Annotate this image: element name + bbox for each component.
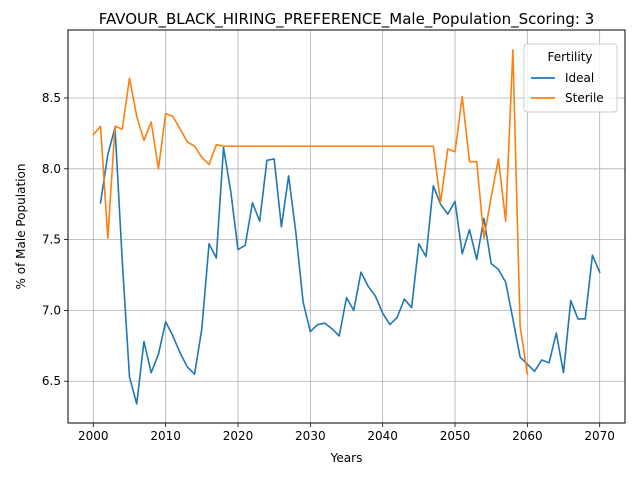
- series-line-ideal: [99, 126, 601, 405]
- legend-label-sterile: Sterile: [565, 91, 604, 105]
- y-tick-label-8.5: 8.5: [42, 91, 61, 105]
- y-tick-label-7: 7.0: [42, 303, 61, 317]
- legend-title: Fertility: [547, 50, 592, 64]
- x-tick-label-2000: 2000: [78, 429, 109, 443]
- legend: Fertility Ideal Sterile: [523, 43, 618, 113]
- plot-area-frame: [67, 29, 626, 424]
- y-axis-label: % of Male Population: [14, 164, 28, 290]
- x-tick-label-2040: 2040: [367, 429, 398, 443]
- y-tick-label-7.5: 7.5: [42, 233, 61, 247]
- x-tick-label-2030: 2030: [295, 429, 326, 443]
- x-axis-label: Years: [330, 451, 363, 465]
- axis-ticks: 2000 2010 2020 2030 2040 2050 2060 2070 6.5 7.0 7.…: [42, 91, 615, 443]
- y-tick-label-6.5: 6.5: [42, 374, 61, 388]
- legend-label-ideal: Ideal: [565, 71, 594, 85]
- series-line-sterile: [92, 49, 529, 376]
- x-tick-label-2070: 2070: [584, 429, 615, 443]
- y-tick-label-8: 8.0: [42, 162, 61, 176]
- chart-title: FAVOUR_BLACK_HIRING_PREFERENCE_Male_Popu…: [99, 10, 595, 29]
- x-tick-label-2060: 2060: [512, 429, 543, 443]
- x-tick-label-2050: 2050: [440, 429, 471, 443]
- x-tick-label-2020: 2020: [223, 429, 254, 443]
- legend-box: [523, 43, 618, 113]
- x-tick-label-2010: 2010: [150, 429, 181, 443]
- data-series: [92, 49, 601, 405]
